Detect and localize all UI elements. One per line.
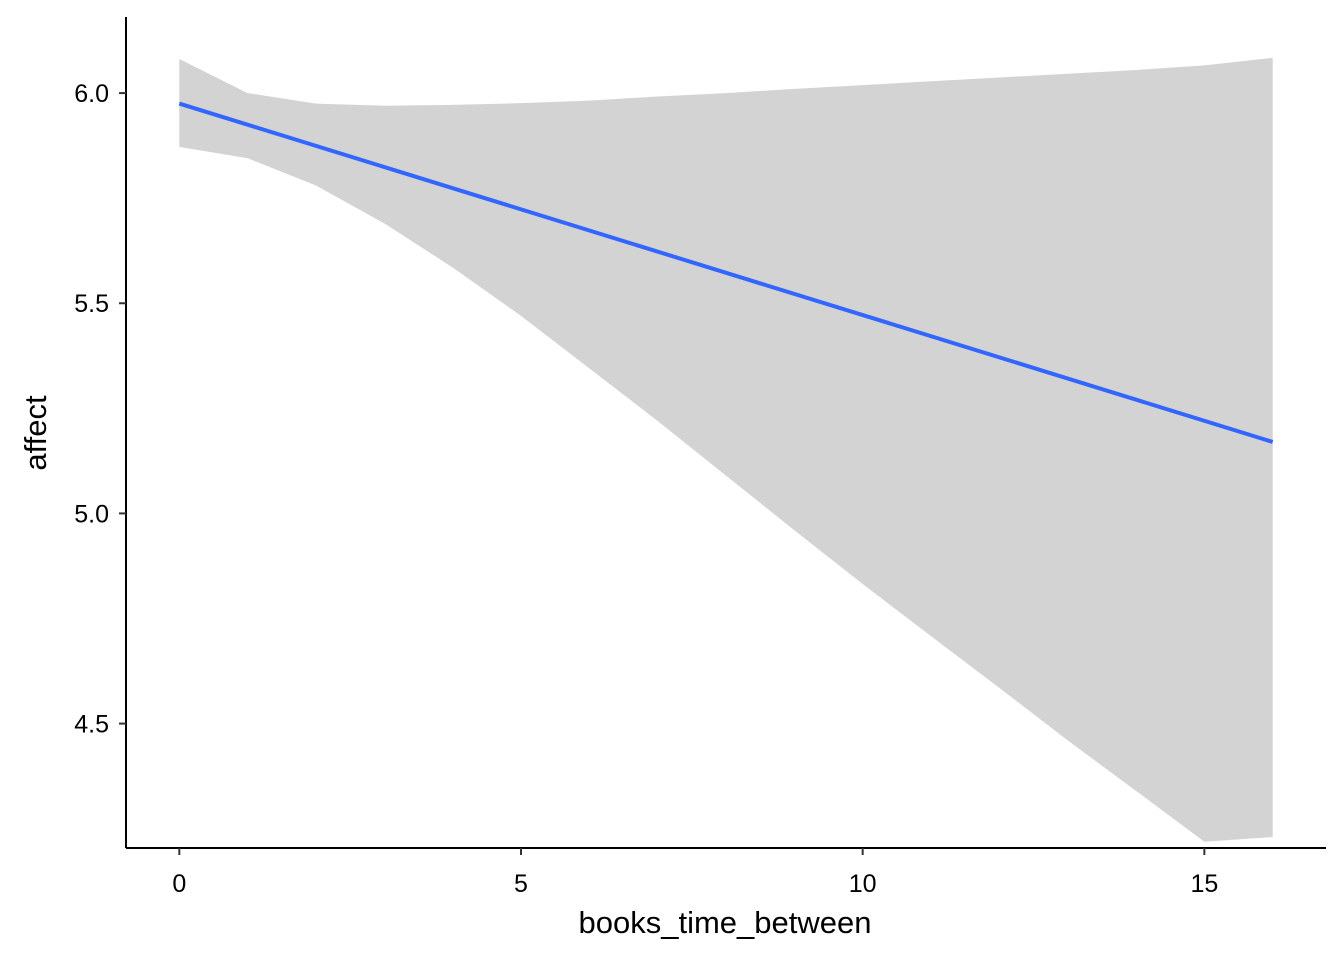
trend-line-0 [178, 101, 1274, 444]
x-tick-label: 0 [172, 870, 186, 898]
x-tick-label: 15 [1190, 870, 1218, 898]
y-tick-label: 6.0 [74, 80, 109, 108]
confidence-band-layer [179, 57, 1273, 842]
x-tick-label: 5 [514, 870, 528, 898]
series-layer [178, 101, 1274, 444]
x-tick-label: 10 [849, 870, 877, 898]
x-axis-title: books_time_between [579, 905, 872, 940]
y-tick-label: 5.0 [74, 500, 109, 528]
y-axis-title: affect [18, 395, 53, 471]
confidence-band [179, 57, 1273, 842]
y-tick-label: 4.5 [74, 711, 109, 739]
axes-layer: 0 5 10 15 4.5 5.0 5.5 6.0 [74, 17, 1326, 898]
y-tick-label: 5.5 [74, 290, 109, 318]
